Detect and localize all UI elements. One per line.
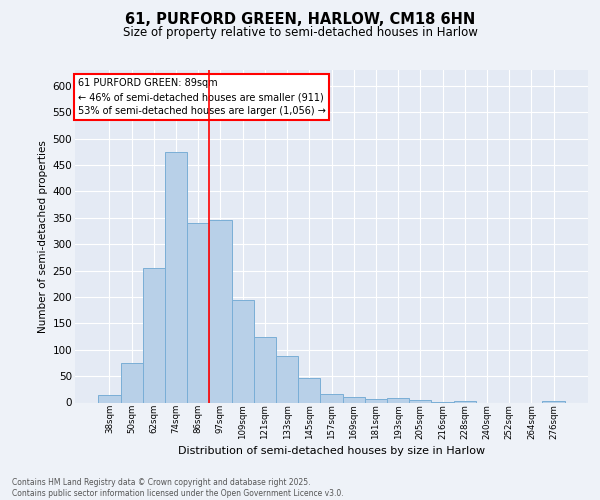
Text: Size of property relative to semi-detached houses in Harlow: Size of property relative to semi-detach… (122, 26, 478, 39)
Bar (165, 152, 187, 403)
Bar (254, 336, 276, 402)
Bar (121, 363, 143, 403)
Text: Contains HM Land Registry data © Crown copyright and database right 2025.
Contai: Contains HM Land Registry data © Crown c… (12, 478, 344, 498)
Text: 61, PURFORD GREEN, HARLOW, CM18 6HN: 61, PURFORD GREEN, HARLOW, CM18 6HN (125, 12, 475, 28)
Bar (298, 378, 320, 402)
Bar (187, 223, 209, 402)
Bar (387, 398, 409, 402)
Bar (209, 220, 232, 402)
X-axis label: Distribution of semi-detached houses by size in Harlow: Distribution of semi-detached houses by … (178, 446, 485, 456)
Bar (98, 394, 121, 402)
Bar (276, 356, 298, 403)
Bar (343, 397, 365, 402)
Y-axis label: Number of semi-detached properties: Number of semi-detached properties (38, 140, 49, 332)
Text: 61 PURFORD GREEN: 89sqm
← 46% of semi-detached houses are smaller (911)
53% of s: 61 PURFORD GREEN: 89sqm ← 46% of semi-de… (77, 78, 325, 116)
Bar (454, 401, 476, 402)
Bar (542, 401, 565, 402)
Bar (320, 394, 343, 402)
Bar (365, 400, 387, 402)
Bar (409, 400, 431, 402)
Bar (232, 300, 254, 403)
Bar (143, 268, 165, 402)
